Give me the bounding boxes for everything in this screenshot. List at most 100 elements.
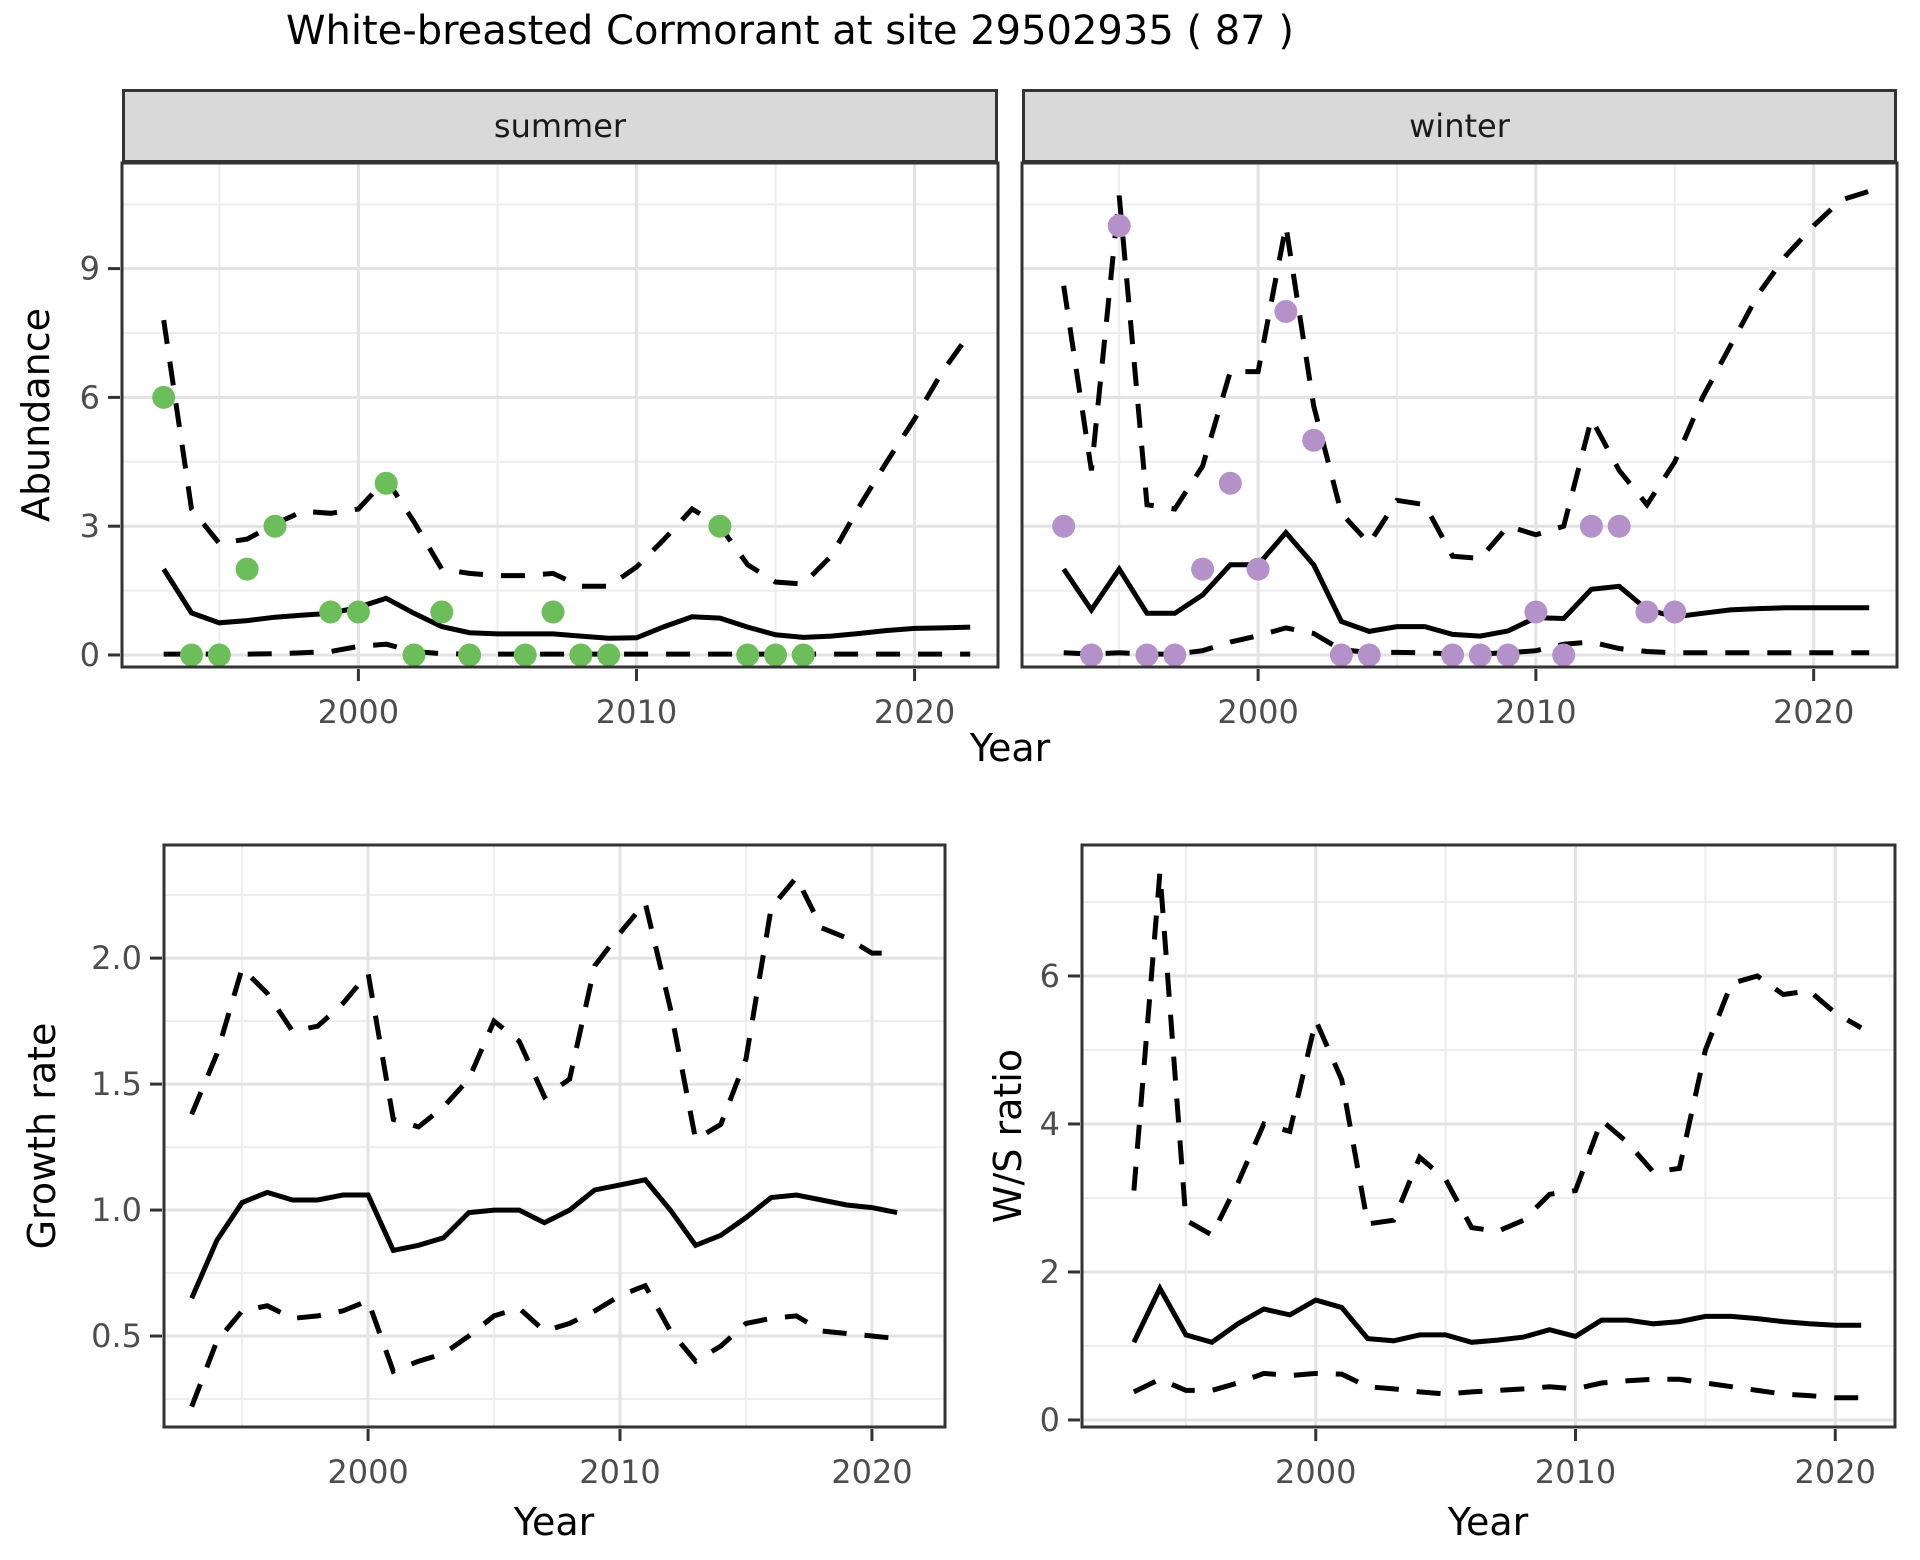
data-point [180, 643, 203, 667]
series-lines [161, 319, 973, 657]
series-lower-ci-line [189, 1282, 898, 1408]
data-point [1218, 471, 1242, 495]
data-point [207, 643, 231, 667]
y-tick-label: 0 [1040, 1401, 1060, 1439]
data-point [430, 600, 454, 624]
data-point [263, 514, 287, 538]
data-point [1468, 643, 1492, 667]
x-tick-label: 2020 [1795, 1453, 1876, 1491]
x-tick-label: 2010 [596, 693, 677, 731]
x-tick-label: 2020 [1773, 693, 1854, 731]
data-point [569, 643, 593, 667]
y-axis-title-growth-rate: Growth rate [20, 1022, 64, 1250]
data-point [1357, 643, 1381, 667]
axis-ticks: 2000 2010 2020 0.5 1.0 1.5 2.0 [91, 939, 913, 1491]
data-point [791, 643, 815, 667]
data-point [541, 600, 565, 624]
x-tick-label: 2010 [1495, 693, 1576, 731]
data-point [319, 600, 343, 624]
y-tick-label: 2 [1040, 1253, 1060, 1291]
panel-border [1080, 843, 1897, 1429]
gridlines-minor [122, 163, 998, 667]
panel-growth-rate: 2000 2010 2020 0.5 1.0 1.5 2.0 [91, 843, 947, 1491]
data-point [346, 600, 370, 624]
data-point [1302, 428, 1326, 452]
data-point [1079, 643, 1103, 667]
x-tick-label: 2000 [1217, 693, 1298, 731]
facet-strip-winter: winter [1022, 89, 1897, 163]
gridlines-minor [1022, 163, 1897, 667]
panel-abundance-summer: 2000 2010 2020 0 3 6 9 [80, 161, 1000, 731]
y-tick-label: 6 [80, 378, 100, 416]
x-tick-label: 2000 [318, 693, 399, 731]
data-point [1524, 600, 1548, 624]
y-tick-label: 4 [1040, 1105, 1060, 1143]
axis-ticks: 2000 2010 2020 [1217, 669, 1854, 731]
data-point [1441, 643, 1465, 667]
y-tick-label: 9 [80, 250, 100, 288]
series-upper-ci-line [1061, 188, 1870, 561]
data-point [1496, 643, 1520, 667]
data-point [1135, 643, 1159, 667]
gridlines-minor [164, 845, 945, 1427]
series-median-line [1131, 1282, 1862, 1346]
data-point [235, 557, 259, 581]
y-tick-label: 1.5 [91, 1065, 142, 1103]
data-point [597, 643, 621, 667]
data-point [458, 643, 482, 667]
data-point [513, 643, 537, 667]
series-lines [1131, 872, 1863, 1401]
series-upper-ci-line [1131, 872, 1863, 1239]
series-lines [189, 872, 898, 1408]
y-tick-label: 2.0 [91, 939, 142, 977]
winter-observations [1052, 214, 1687, 667]
x-tick-label: 2010 [1535, 1453, 1616, 1491]
y-tick-label: 1.0 [91, 1191, 142, 1229]
axis-ticks: 2000 2010 2020 0 3 6 9 [80, 250, 956, 731]
plot-title: White-breasted Cormorant at site 2950293… [285, 8, 1295, 54]
data-point [1607, 514, 1631, 538]
data-point [1329, 643, 1353, 667]
series-lower-ci-line [163, 641, 971, 657]
axis-ticks: 2000 2010 2020 0 2 4 6 [1040, 957, 1876, 1491]
data-point [1052, 514, 1076, 538]
y-tick-label: 0.5 [91, 1317, 142, 1355]
x-tick-label: 2010 [579, 1453, 660, 1491]
y-axis-title-ws-ratio: W/S ratio [986, 1048, 1030, 1224]
series-median-line [161, 567, 971, 641]
y-tick-label: 3 [80, 507, 100, 545]
facet-strip-winter-label: winter [1409, 107, 1510, 145]
data-point [374, 471, 398, 495]
facet-strip-summer-label: summer [493, 107, 627, 145]
data-point [402, 643, 426, 667]
panel-border [120, 161, 1000, 669]
series-median-line [189, 1177, 898, 1300]
series-upper-ci-line [189, 872, 898, 1144]
x-axis-title-year-top: Year [969, 726, 1051, 770]
series-lower-ci-line [1132, 1370, 1862, 1401]
data-point [1635, 600, 1659, 624]
data-point [152, 385, 176, 409]
gridlines-major [164, 845, 945, 1427]
x-tick-label: 2020 [831, 1453, 912, 1491]
y-tick-label: 6 [1040, 957, 1060, 995]
x-tick-label: 2000 [327, 1453, 408, 1491]
data-point [1163, 643, 1187, 667]
x-tick-label: 2000 [1275, 1453, 1356, 1491]
data-point [1191, 557, 1215, 581]
panel-border [1020, 161, 1899, 669]
series-lower-ci-line [1063, 625, 1870, 657]
data-point [1246, 557, 1270, 581]
gridlines-minor [1082, 845, 1895, 1427]
panel-abundance-winter: 2000 2010 2020 [1020, 161, 1899, 731]
panel-ws-ratio: 2000 2010 2020 0 2 4 6 [1040, 843, 1897, 1491]
y-tick-label: 0 [80, 636, 100, 674]
data-point [1107, 214, 1131, 238]
series-median-line [1061, 528, 1870, 639]
data-point [1552, 643, 1576, 667]
x-axis-title-year-ws: Year [1447, 1500, 1529, 1544]
y-axis-title-abundance: Abundance [14, 307, 58, 523]
data-point [764, 643, 787, 667]
